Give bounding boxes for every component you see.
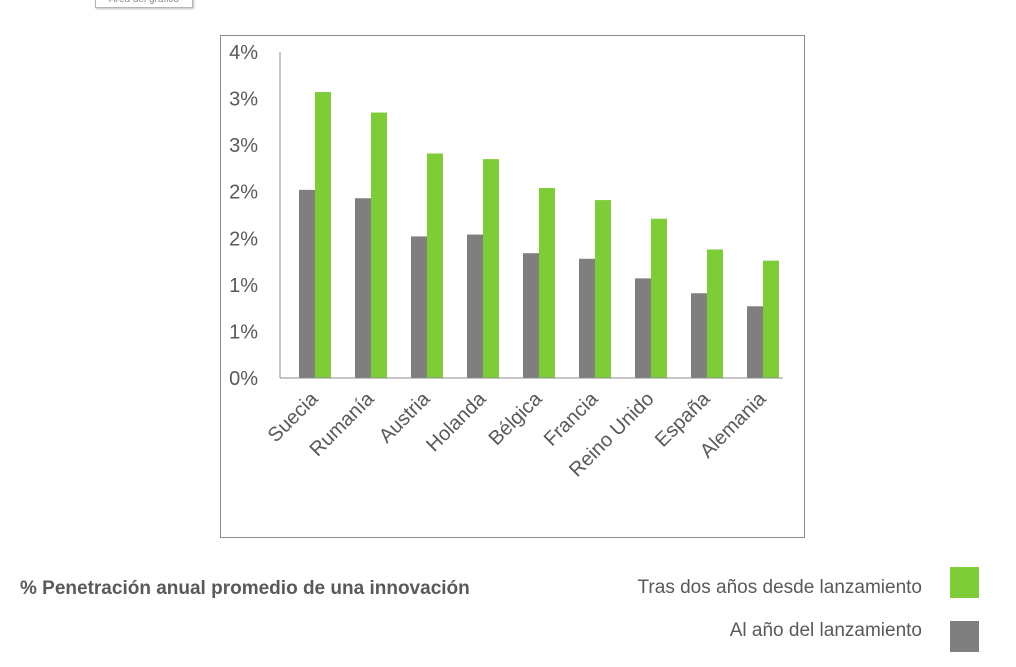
y-tick-label: 1%: [229, 321, 258, 343]
bar-after-two-years-alemania: [763, 260, 779, 378]
x-axis-labels: SueciaRumaníaAustriaHolandaBélgicaFranci…: [264, 387, 771, 481]
bar-after-two-years-belgica: [539, 187, 555, 378]
bar-first-year-suecia: [299, 189, 315, 378]
x-tick-label-holanda: Holanda: [422, 387, 491, 456]
legend-label-after-two-years: Tras dos años desde lanzamiento: [637, 577, 922, 598]
bar-first-year-belgica: [523, 253, 539, 378]
legend-swatch-first-year: [950, 621, 979, 652]
chart-caption: % Penetración anual promedio de una inno…: [20, 578, 470, 599]
bar-first-year-reino-unido: [635, 278, 651, 378]
legend-label-first-year: Al año del lanzamiento: [729, 620, 922, 641]
bar-chart: 0% 1% 1% 2% 2% 3% 3% 4% SueciaRumaníaAustriaHol…: [229, 42, 783, 481]
y-tick-label: 4%: [229, 42, 258, 64]
bar-first-year-rumania: [355, 198, 371, 378]
bar-after-two-years-francia: [595, 200, 611, 378]
y-tick-label: 1%: [229, 275, 258, 297]
bar-after-two-years-reino-unido: [651, 218, 667, 378]
y-tick-label: 2%: [229, 182, 258, 204]
bar-after-two-years-suecia: [315, 92, 331, 379]
y-tick-label: 3%: [229, 89, 258, 111]
chart-area[interactable]: 0% 1% 1% 2% 2% 3% 3% 4% Suecia Rumanía Austria Hol…: [220, 35, 805, 538]
y-axis-ticks: 0% 1% 1% 2% 2% 3% 3% 4%: [229, 42, 258, 390]
bar-first-year-holanda: [467, 234, 483, 378]
bar-first-year-francia: [579, 258, 595, 378]
bar-after-two-years-rumania: [371, 112, 387, 379]
bar-after-two-years-holanda: [483, 159, 499, 378]
y-tick-label: 0%: [229, 368, 258, 390]
chart-area-tooltip: Área del gráfico: [95, 0, 193, 8]
bars: [299, 92, 779, 379]
bar-after-two-years-espana: [707, 249, 723, 378]
y-tick-label: 3%: [229, 135, 258, 157]
y-tick-label: 2%: [229, 228, 258, 250]
bar-first-year-espana: [691, 293, 707, 378]
bar-after-two-years-austria: [427, 153, 443, 378]
bar-first-year-austria: [411, 236, 427, 378]
legend-swatch-after-two-years: [950, 567, 979, 598]
x-tick-label-belgica: Bélgica: [485, 387, 548, 450]
bar-first-year-alemania: [747, 306, 763, 378]
